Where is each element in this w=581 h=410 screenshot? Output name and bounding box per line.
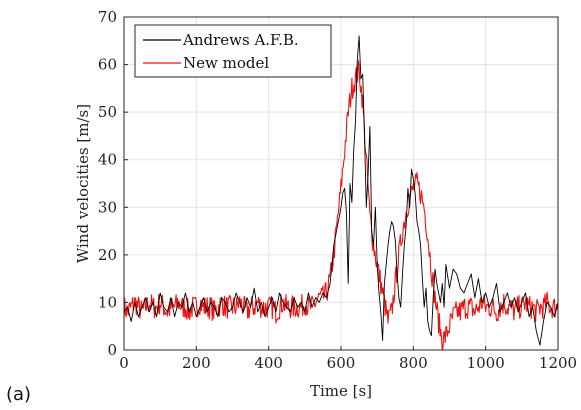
legend-label: Andrews A.F.B. xyxy=(182,31,299,49)
y-tick-label: 50 xyxy=(98,103,117,121)
series-line-andrews xyxy=(123,35,559,346)
y-tick-label: 70 xyxy=(98,8,117,26)
legend-box xyxy=(134,24,332,78)
x-tick-label: 200 xyxy=(182,354,211,372)
x-tick-label: 1000 xyxy=(467,354,505,372)
x-tick-label: 400 xyxy=(254,354,283,372)
x-tick-label: 800 xyxy=(399,354,428,372)
x-tick-label: 1200 xyxy=(539,354,577,372)
y-tick-label: 0 xyxy=(107,341,117,359)
y-tick-label: 60 xyxy=(98,56,117,74)
x-tick-label: 0 xyxy=(119,354,129,372)
y-tick-label: 20 xyxy=(98,246,117,264)
x-axis-label: Time [s] xyxy=(310,382,372,400)
y-tick-label: 30 xyxy=(98,198,117,216)
plot-series xyxy=(123,35,559,351)
series-line-new-model xyxy=(123,60,559,351)
panel-label: (a) xyxy=(6,384,32,405)
legend-label: New model xyxy=(183,54,269,72)
y-axis-label: Wind velocities [m/s] xyxy=(74,104,92,263)
x-tick-label: 600 xyxy=(327,354,356,372)
y-tick-label: 10 xyxy=(98,293,117,311)
legend: Andrews A.F.B. New model xyxy=(134,24,332,78)
axis-ticks: 0 200 400 600 800 1000 1200 0 10 20 30 40 50 60 70 xyxy=(98,8,577,372)
y-tick-label: 40 xyxy=(98,151,117,169)
